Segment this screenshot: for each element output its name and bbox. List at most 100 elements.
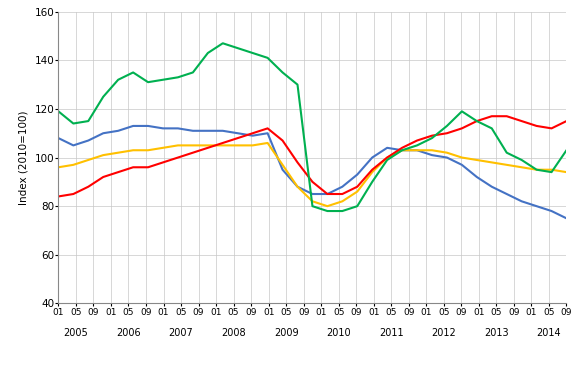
Textil- och beklädnadsvarutilverkning [234, 131, 241, 136]
Papper- och pappersvarutillverkning [473, 158, 480, 162]
Metallindustri [413, 143, 420, 148]
Textil- och beklädnadsvarutilverkning [249, 133, 256, 138]
Metallindustri [548, 170, 555, 174]
Papper- och pappersvarutillverkning [429, 148, 436, 152]
Papper- och pappersvarutillverkning [548, 167, 555, 172]
Textil- och beklädnadsvarutilverkning [518, 199, 525, 204]
Kemiskindustri [518, 119, 525, 123]
Text: 2012: 2012 [432, 328, 456, 338]
Line: Kemiskindustri: Kemiskindustri [58, 116, 566, 196]
Papper- och pappersvarutillverkning [249, 143, 256, 148]
Papper- och pappersvarutillverkning [159, 145, 166, 150]
Textil- och beklädnadsvarutilverkning [55, 136, 62, 140]
Metallindustri [473, 119, 480, 123]
Metallindustri [279, 70, 286, 75]
Papper- och pappersvarutillverkning [339, 199, 346, 204]
Metallindustri [189, 70, 196, 75]
Textil- och beklädnadsvarutilverkning [114, 128, 121, 133]
Kemiskindustri [204, 145, 211, 150]
Metallindustri [488, 126, 495, 131]
Papper- och pappersvarutillverkning [55, 165, 62, 170]
Papper- och pappersvarutillverkning [294, 184, 301, 189]
Textil- och beklädnadsvarutilverkning [159, 126, 166, 131]
Metallindustri [175, 75, 182, 80]
Kemiskindustri [533, 124, 540, 128]
Kemiskindustri [279, 138, 286, 143]
Papper- och pappersvarutillverkning [518, 165, 525, 170]
Textil- och beklädnadsvarutilverkning [384, 145, 391, 150]
Textil- och beklädnadsvarutilverkning [145, 124, 152, 128]
Metallindustri [70, 121, 77, 126]
Textil- och beklädnadsvarutilverkning [175, 126, 182, 131]
Kemiskindustri [294, 160, 301, 165]
Metallindustri [114, 77, 121, 82]
Papper- och pappersvarutillverkning [533, 167, 540, 172]
Metallindustri [249, 51, 256, 55]
Text: 2010: 2010 [326, 328, 351, 338]
Line: Metallindustri: Metallindustri [58, 43, 566, 211]
Metallindustri [204, 51, 211, 55]
Metallindustri [563, 148, 570, 152]
Kemiskindustri [339, 192, 346, 196]
Kemiskindustri [488, 114, 495, 119]
Kemiskindustri [384, 155, 391, 160]
Metallindustri [55, 109, 62, 114]
Kemiskindustri [443, 131, 450, 136]
Papper- och pappersvarutillverkning [458, 155, 465, 160]
Kemiskindustri [114, 170, 121, 174]
Papper- och pappersvarutillverkning [264, 141, 271, 145]
Textil- och beklädnadsvarutilverkning [294, 184, 301, 189]
Y-axis label: Index (2010=100): Index (2010=100) [19, 110, 29, 205]
Textil- och beklädnadsvarutilverkning [70, 143, 77, 148]
Metallindustri [399, 148, 406, 152]
Papper- och pappersvarutillverkning [488, 160, 495, 165]
Metallindustri [309, 204, 316, 209]
Kemiskindustri [249, 131, 256, 136]
Textil- och beklädnadsvarutilverkning [264, 131, 271, 136]
Papper- och pappersvarutillverkning [85, 158, 92, 162]
Kemiskindustri [70, 192, 77, 196]
Metallindustri [324, 209, 331, 214]
Papper- och pappersvarutillverkning [130, 148, 137, 152]
Textil- och beklädnadsvarutilverkning [488, 184, 495, 189]
Kemiskindustri [100, 175, 107, 179]
Kemiskindustri [324, 192, 331, 196]
Text: 2005: 2005 [64, 328, 88, 338]
Papper- och pappersvarutillverkning [189, 143, 196, 148]
Metallindustri [339, 209, 346, 214]
Textil- och beklädnadsvarutilverkning [503, 192, 510, 196]
Papper- och pappersvarutillverkning [309, 199, 316, 204]
Textil- och beklädnadsvarutilverkning [204, 128, 211, 133]
Papper- och pappersvarutillverkning [443, 151, 450, 155]
Papper- och pappersvarutillverkning [369, 170, 376, 174]
Metallindustri [145, 80, 152, 84]
Kemiskindustri [399, 145, 406, 150]
Metallindustri [384, 158, 391, 162]
Textil- och beklädnadsvarutilverkning [429, 153, 436, 158]
Text: 2011: 2011 [379, 328, 404, 338]
Kemiskindustri [503, 114, 510, 119]
Textil- och beklädnadsvarutilverkning [339, 184, 346, 189]
Papper- och pappersvarutillverkning [354, 189, 361, 194]
Papper- och pappersvarutillverkning [384, 155, 391, 160]
Papper- och pappersvarutillverkning [503, 163, 510, 167]
Papper- och pappersvarutillverkning [70, 163, 77, 167]
Kemiskindustri [309, 180, 316, 184]
Kemiskindustri [354, 184, 361, 189]
Papper- och pappersvarutillverkning [175, 143, 182, 148]
Kemiskindustri [369, 167, 376, 172]
Metallindustri [354, 204, 361, 209]
Kemiskindustri [264, 126, 271, 131]
Kemiskindustri [130, 165, 137, 170]
Papper- och pappersvarutillverkning [219, 143, 226, 148]
Metallindustri [458, 109, 465, 114]
Metallindustri [159, 77, 166, 82]
Metallindustri [533, 167, 540, 172]
Kemiskindustri [159, 160, 166, 165]
Papper- och pappersvarutillverkning [234, 143, 241, 148]
Text: 2006: 2006 [116, 328, 141, 338]
Textil- och beklädnadsvarutilverkning [369, 155, 376, 160]
Textil- och beklädnadsvarutilverkning [354, 172, 361, 177]
Papper- och pappersvarutillverkning [279, 163, 286, 167]
Textil- och beklädnadsvarutilverkning [309, 192, 316, 196]
